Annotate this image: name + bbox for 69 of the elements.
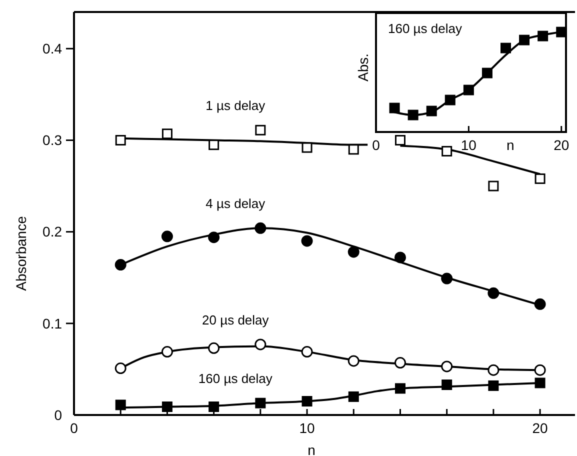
text: 160 µs delay: [388, 21, 462, 36]
point: [482, 68, 492, 78]
point: [161, 346, 173, 358]
point: [444, 94, 456, 106]
point: [441, 272, 453, 284]
point: [302, 396, 312, 407]
y-axis-title: Abs.: [355, 53, 371, 82]
point: [534, 173, 546, 184]
point: [348, 144, 359, 155]
series-label: 4 µs delay: [206, 196, 266, 212]
point: [389, 102, 400, 114]
point: [208, 342, 220, 354]
point: [488, 380, 499, 391]
point: [348, 246, 360, 258]
point: [394, 383, 406, 394]
x-tick-label: 0: [70, 420, 78, 436]
point: [348, 391, 359, 402]
point: [301, 235, 313, 247]
point: [115, 134, 126, 146]
point: [488, 364, 500, 376]
point: [534, 364, 546, 376]
series-label: 1 µs delay: [206, 98, 266, 114]
point: [114, 362, 126, 374]
point: [162, 128, 172, 140]
point: [255, 398, 266, 408]
point: [255, 124, 266, 136]
x-axis-title: n: [506, 137, 514, 153]
point: [254, 338, 266, 350]
y-axis-title: Absorbance: [13, 216, 29, 291]
y-tick-label: 0: [54, 406, 62, 423]
point: [208, 140, 220, 150]
x-axis-title: n: [308, 442, 316, 456]
point: [208, 232, 220, 244]
point: [394, 252, 406, 264]
y-tick-label: 0.2: [42, 224, 62, 240]
series-label: 160 µs delay: [198, 371, 273, 386]
x-tick-label: 20: [554, 137, 570, 153]
point: [441, 360, 453, 372]
point: [442, 146, 452, 156]
point: [394, 357, 406, 369]
point: [538, 30, 548, 42]
point: [442, 380, 452, 390]
point: [162, 402, 172, 412]
x-tick-label: 20: [532, 420, 548, 436]
point: [115, 400, 126, 410]
series-label: 20 µs delay: [202, 312, 270, 328]
x-tick-label: 10: [460, 137, 477, 153]
point: [519, 34, 530, 46]
x-tick-label: 0: [372, 137, 380, 153]
point: [301, 346, 313, 358]
point: [408, 110, 418, 120]
x-tick-label: 10: [299, 420, 316, 436]
point: [208, 402, 220, 412]
y-tick-label: 0.1: [42, 315, 62, 332]
point: [463, 84, 474, 96]
point: [254, 222, 266, 234]
y-tick-label: 0.3: [42, 132, 62, 148]
point: [348, 355, 360, 367]
point: [500, 42, 512, 54]
point: [488, 180, 499, 192]
point: [488, 287, 500, 299]
point: [426, 106, 437, 116]
point: [534, 378, 546, 388]
point: [114, 259, 126, 271]
point: [534, 298, 546, 310]
y-tick-label: 0.4: [42, 40, 62, 57]
point: [394, 134, 406, 146]
point: [302, 142, 312, 153]
point: [161, 230, 173, 242]
